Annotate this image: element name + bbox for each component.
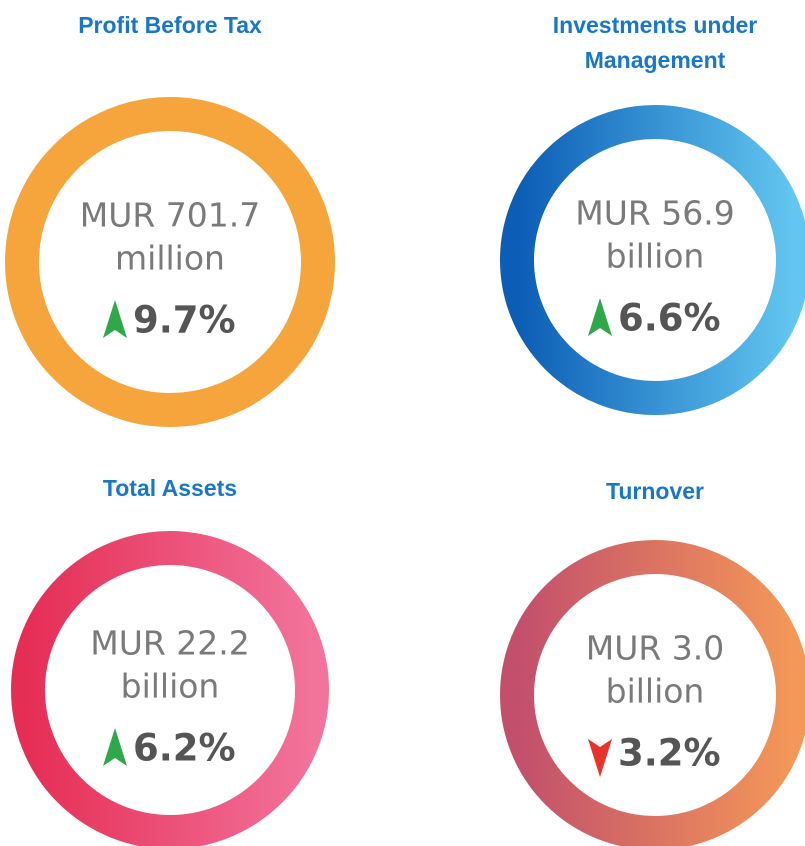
unit: billion: [606, 237, 705, 276]
amount: MUR 56.9: [575, 194, 735, 233]
ring: [500, 540, 805, 846]
unit: billion: [606, 672, 705, 711]
change: 3.2%: [618, 732, 721, 775]
ring: [11, 531, 329, 846]
change: 9.7%: [133, 299, 236, 342]
card-title: Total Assets: [103, 475, 237, 501]
amount: MUR 701.7: [80, 196, 261, 235]
trend-arrow: [588, 739, 612, 777]
unit: million: [115, 239, 225, 278]
trend-arrow: [588, 298, 612, 336]
amount: MUR 22.2: [90, 624, 250, 663]
card-title: Profit Before Tax: [78, 12, 262, 38]
ring: [5, 97, 335, 427]
change: 6.2%: [133, 727, 236, 770]
trend-arrow: [103, 728, 127, 766]
ring: [500, 105, 805, 415]
change: 6.6%: [618, 297, 721, 340]
card-title: Management: [585, 47, 726, 73]
card-title: Turnover: [606, 478, 704, 504]
amount: MUR 3.0: [586, 629, 725, 668]
card-title: Investments under: [553, 12, 758, 38]
unit: billion: [121, 667, 220, 706]
trend-arrow: [103, 300, 127, 338]
